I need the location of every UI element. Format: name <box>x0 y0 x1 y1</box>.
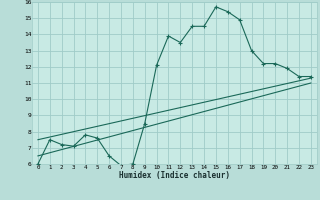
X-axis label: Humidex (Indice chaleur): Humidex (Indice chaleur) <box>119 171 230 180</box>
